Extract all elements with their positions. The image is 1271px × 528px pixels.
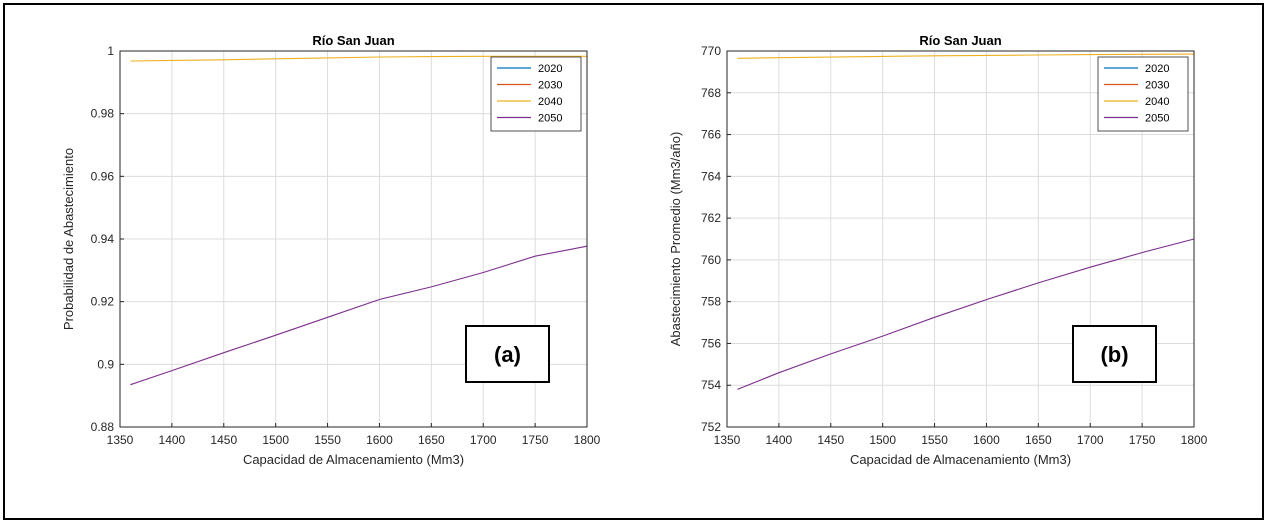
y-tick-label: 760: [701, 253, 721, 267]
x-tick-label: 1450: [817, 433, 844, 447]
x-tick-label: 1800: [1181, 433, 1208, 447]
x-tick-label: 1500: [869, 433, 896, 447]
panel-label-box: [1072, 325, 1157, 383]
y-axis-label: Abastecimiento Promedio (Mm3/año): [668, 132, 683, 347]
plot-area-border: [119, 50, 588, 428]
x-tick-label: 1650: [1025, 433, 1052, 447]
x-tick-label: 1550: [921, 433, 948, 447]
y-tick-label: 766: [701, 128, 721, 142]
x-tick-label: 1700: [470, 433, 497, 447]
chart-average-supply: 1350 1400 1450 1500 1550 1600 1650 1700 1750 1800…: [668, 33, 1208, 467]
y-tick-label: 752: [701, 420, 721, 434]
y-tick-label: 1: [107, 44, 114, 58]
chart-title: Río San Juan: [312, 33, 394, 48]
y-tick-label: 762: [701, 211, 721, 225]
panel-label: (b): [1100, 342, 1128, 367]
chart-supply-probability: 1350 1400 1450 1500 1550 1600 1650 1700 1750 1800…: [61, 33, 601, 467]
x-tick-label: 1800: [574, 433, 601, 447]
y-tick-label: 0.92: [91, 295, 115, 309]
x-tick-label: 1600: [366, 433, 393, 447]
panel-label: (a): [494, 342, 521, 367]
x-tick-label: 1550: [314, 433, 341, 447]
legend-box: [1097, 56, 1189, 132]
legend-entry-label: 2040: [1145, 96, 1169, 108]
legend-entry-label: 2040: [538, 96, 562, 108]
x-tick-label: 1500: [262, 433, 289, 447]
legend-entry-label: 2030: [1145, 80, 1169, 92]
y-tick-label: 756: [701, 336, 721, 350]
x-axis-label: Capacidad de Almacenamiento (Mm3): [243, 452, 464, 467]
y-tick-label: 0.94: [91, 232, 115, 246]
y-tick-label: 758: [701, 295, 721, 309]
legend-box: [490, 56, 582, 132]
figure-frame: [3, 3, 1264, 520]
x-tick-label: 1350: [714, 433, 741, 447]
y-tick-label: 770: [701, 44, 721, 58]
x-tick-label: 1350: [107, 433, 134, 447]
y-tick-label: 768: [701, 86, 721, 100]
series-line-2040: [737, 53, 1195, 59]
series-line-2040: [130, 55, 587, 62]
y-axis-label: Probabilidad de Abastecimiento: [61, 148, 76, 330]
legend-entry-label: 2030: [538, 80, 562, 92]
y-tick-label: 764: [701, 169, 721, 183]
legend-entry-label: 2050: [1145, 113, 1169, 125]
x-tick-label: 1750: [1129, 433, 1156, 447]
legend-entry-label: 2020: [538, 63, 562, 75]
legend-entry-label: 2050: [538, 113, 562, 125]
x-tick-label: 1700: [1077, 433, 1104, 447]
legend: 2020 2030 2040 2050: [490, 56, 582, 132]
x-tick-label: 1650: [418, 433, 445, 447]
plot-area-border: [726, 50, 1195, 428]
chart-title: Río San Juan: [919, 33, 1001, 48]
y-tick-label: 0.9: [97, 357, 114, 371]
series-line-2050: [737, 238, 1195, 390]
y-tick-label: 0.88: [91, 420, 115, 434]
x-tick-label: 1450: [210, 433, 237, 447]
legend-entry-label: 2020: [1145, 63, 1169, 75]
panel-label-box: [465, 325, 550, 383]
x-axis-label: Capacidad de Almacenamiento (Mm3): [850, 452, 1071, 467]
x-tick-label: 1400: [159, 433, 186, 447]
x-tick-label: 1400: [766, 433, 793, 447]
x-tick-label: 1750: [522, 433, 549, 447]
legend: 2020 2030 2040 2050: [1097, 56, 1189, 132]
y-tick-label: 0.98: [91, 107, 115, 121]
y-tick-label: 754: [701, 378, 721, 392]
y-tick-label: 0.96: [91, 169, 115, 183]
x-tick-label: 1600: [973, 433, 1000, 447]
series-line-2050: [130, 245, 588, 386]
